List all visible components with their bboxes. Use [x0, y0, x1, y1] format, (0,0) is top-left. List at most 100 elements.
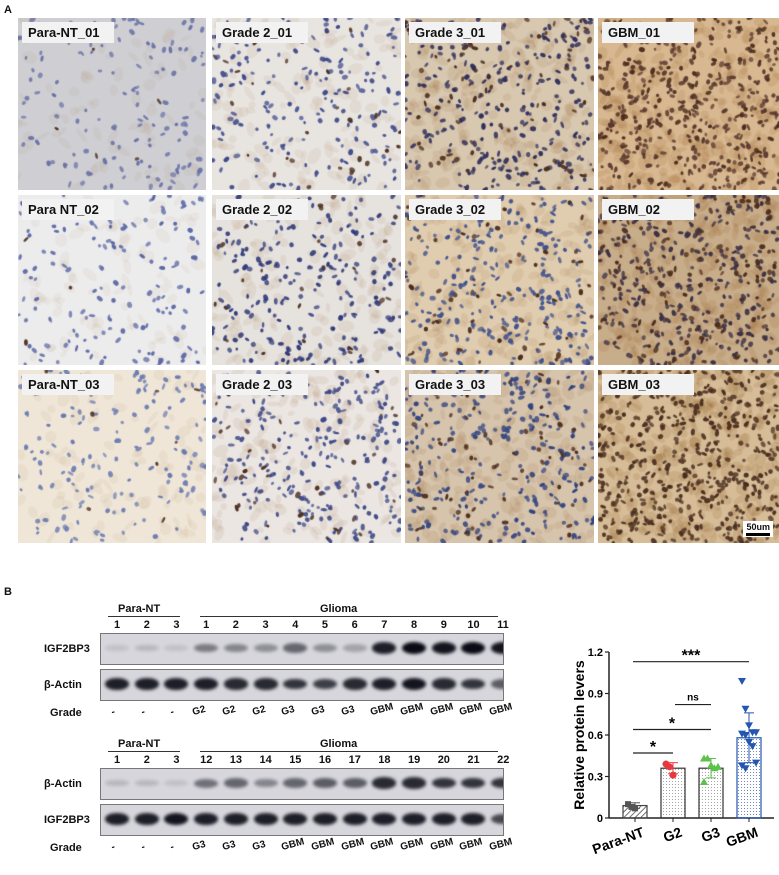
- protein-band: [105, 813, 129, 825]
- grade-value: GBM: [369, 701, 395, 718]
- protein-band: [312, 678, 337, 690]
- blot-row-label: IGF2BP3: [44, 814, 90, 826]
- lane-number: 10: [467, 619, 480, 631]
- ihc-tile: Grade 3_01: [405, 18, 594, 190]
- lane-number: 3: [173, 754, 180, 766]
- protein-band: [402, 642, 426, 654]
- data-point: [745, 722, 753, 730]
- protein-band: [491, 679, 503, 689]
- protein-band: [461, 642, 486, 654]
- protein-band: [194, 813, 219, 825]
- grade-value: G3: [250, 838, 267, 853]
- protein-band: [461, 777, 486, 789]
- grade-value: -: [110, 841, 117, 853]
- protein-band: [372, 642, 397, 654]
- lane-number: 11: [497, 619, 509, 631]
- grade-value: GBM: [428, 701, 455, 718]
- data-point: [741, 705, 750, 713]
- tile-label: Grade 3_02: [409, 199, 501, 220]
- lane-number: 2: [143, 619, 150, 631]
- protein-band: [431, 813, 456, 825]
- grade-label: Grade: [50, 842, 82, 854]
- y-axis-label: Relative protein levers: [571, 660, 587, 810]
- ihc-tile: Grade 2_03: [212, 370, 401, 543]
- ihc-image: [598, 18, 779, 190]
- ihc-image: [212, 18, 401, 190]
- data-point: [707, 761, 715, 769]
- tile-label: Para NT_02: [22, 199, 114, 220]
- tile-label: Grade 3_03: [409, 374, 501, 395]
- protein-band: [283, 678, 308, 690]
- data-point: [625, 801, 631, 808]
- protein-band: [312, 643, 337, 653]
- ihc-image: [18, 18, 206, 190]
- protein-band: [342, 644, 367, 652]
- y-tick-label: 0: [597, 813, 603, 825]
- ihc-tile: Grade 2_01: [212, 18, 401, 190]
- lane-number: 5: [321, 619, 329, 631]
- protein-band: [491, 777, 503, 789]
- protein-band: [223, 778, 248, 788]
- y-tick-label: 0.3: [588, 772, 603, 784]
- protein-band: [461, 813, 486, 825]
- data-point: [666, 763, 673, 771]
- data-point: [741, 765, 750, 773]
- protein-band: [105, 779, 129, 787]
- group-label-para-nt: Para-NT: [118, 603, 161, 615]
- grade-value: G3: [310, 703, 326, 718]
- grade-value: GBM: [488, 701, 514, 718]
- blot-strip: [100, 804, 504, 836]
- protein-band: [223, 813, 248, 825]
- x-tick-label: GBM: [724, 824, 760, 850]
- lane-number: 7: [381, 619, 388, 631]
- protein-band: [134, 644, 159, 652]
- protein-band: [372, 777, 397, 789]
- protein-band: [164, 678, 189, 690]
- grade-value: G2: [250, 703, 267, 718]
- grade-label: Grade: [50, 707, 82, 719]
- ihc-image: [212, 195, 401, 365]
- grade-value: G3: [280, 703, 297, 718]
- blot-row-label: IGF2BP3: [44, 643, 90, 655]
- x-tick-label: G3: [699, 824, 722, 845]
- data-point: [748, 743, 757, 751]
- grade-value: G3: [220, 838, 237, 853]
- lane-number: 2: [232, 619, 239, 631]
- significance-label: *: [650, 739, 657, 756]
- protein-band: [253, 678, 278, 690]
- y-tick-label: 0.9: [588, 689, 603, 701]
- protein-band: [253, 778, 278, 788]
- protein-band: [164, 813, 189, 825]
- ihc-image: [598, 370, 779, 543]
- ihc-tile: Para-NT_01: [18, 18, 206, 190]
- group-line: [200, 616, 498, 617]
- lane-number: 6: [351, 619, 358, 631]
- tile-label: GBM_01: [602, 22, 694, 43]
- grade-value: -: [110, 706, 117, 718]
- ihc-image: [18, 195, 206, 365]
- tile-label: Para-NT_03: [22, 374, 114, 395]
- protein-band: [431, 642, 456, 654]
- lane-number: 1: [114, 754, 121, 766]
- ihc-image: [405, 370, 594, 543]
- lane-number: 9: [440, 619, 447, 631]
- protein-band: [134, 678, 159, 690]
- scale-bar-label: 50um: [746, 522, 770, 532]
- lane-number: 16: [318, 754, 332, 766]
- grade-value: GBM: [399, 701, 425, 718]
- group-line: [108, 751, 180, 752]
- protein-band: [372, 678, 397, 690]
- protein-band: [253, 813, 278, 825]
- protein-band: [105, 678, 129, 690]
- lane-number: 19: [408, 754, 421, 766]
- data-point: [752, 759, 760, 767]
- significance-label: ns: [687, 693, 699, 704]
- group-line: [108, 616, 180, 617]
- significance-label: ***: [682, 648, 701, 665]
- protein-band: [431, 678, 456, 690]
- protein-band: [402, 678, 426, 690]
- data-point: [738, 678, 746, 686]
- ihc-tile: GBM_03 50um: [598, 370, 779, 543]
- lane-number: 1: [203, 619, 210, 631]
